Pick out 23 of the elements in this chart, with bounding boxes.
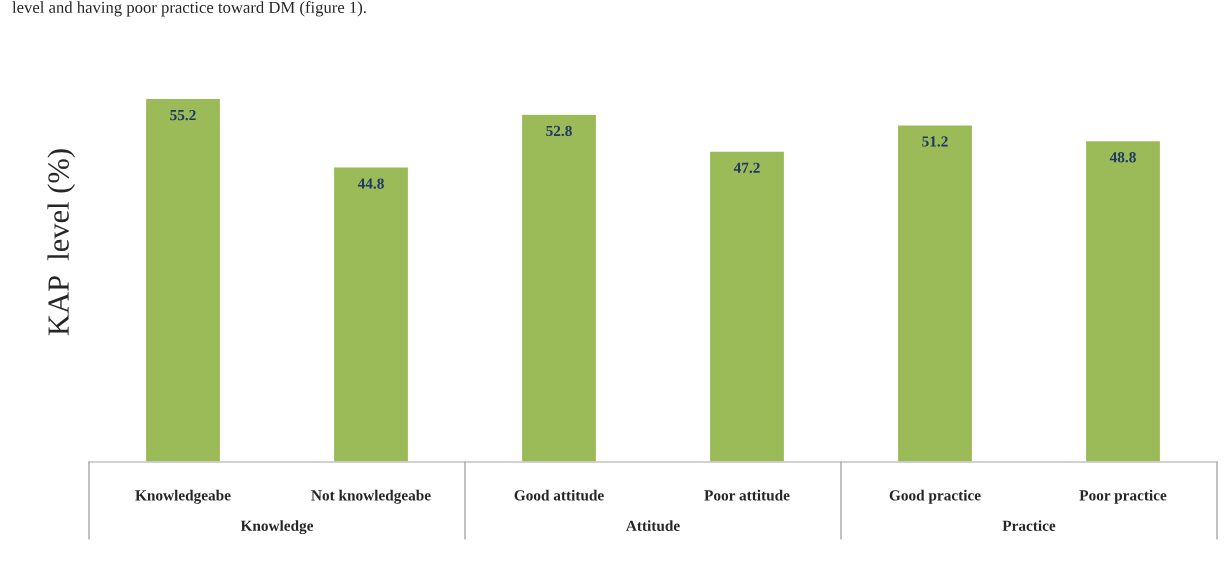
bar: [332, 166, 410, 462]
text: Practice: [1002, 520, 1056, 531]
data-label: 55.2: [170, 109, 196, 121]
bar: [144, 97, 222, 462]
x-tick-label: Knowledgeabe: [135, 489, 231, 504]
data-label: 48.8: [1109, 152, 1136, 163]
bar: [896, 124, 974, 462]
bar: [1084, 139, 1162, 462]
bar: [520, 113, 598, 462]
bar: [708, 150, 786, 462]
data-label: 44.8: [357, 178, 384, 189]
x-tick-label: Good attitude: [514, 489, 604, 501]
y-axis-title: KAP level (%): [47, 149, 76, 336]
x-tick-label: Poor attitude: [704, 489, 790, 501]
text: Knowledge: [240, 520, 314, 535]
x-tick-label: Good practice: [889, 489, 981, 504]
data-label: 51.2: [922, 136, 948, 147]
x-tick-label: Not knowledgeabe: [311, 489, 431, 504]
data-label: 47.2: [733, 162, 760, 173]
text: level and having poor practice toward DM (figure 1).: [12, 1, 366, 17]
text: Attitude: [625, 520, 680, 531]
x-tick-label: Poor practice: [1079, 489, 1167, 504]
data-label: 52.8: [546, 125, 572, 137]
